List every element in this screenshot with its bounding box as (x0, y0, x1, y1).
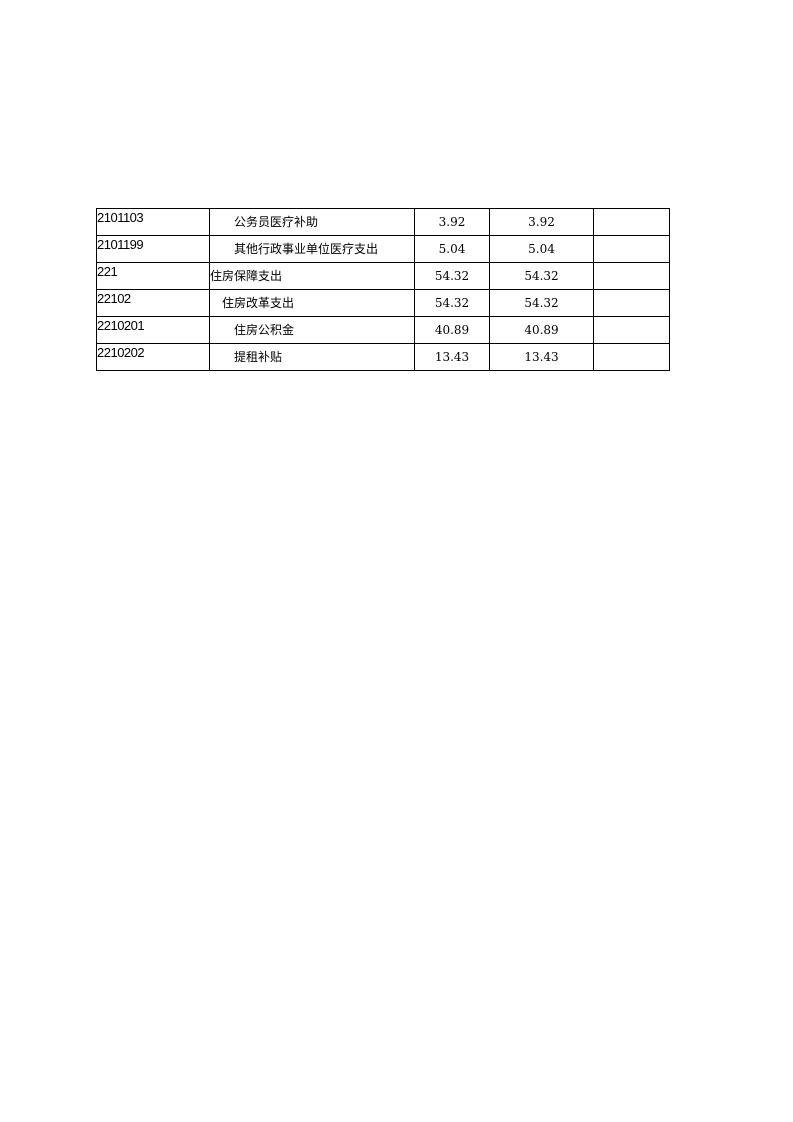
value-cell: 40.89 (489, 316, 594, 344)
name-cell: 公务员医疗补助 (209, 208, 415, 236)
value-cell: 3.92 (489, 208, 594, 236)
value-cell: 54.32 (489, 262, 594, 290)
code-cell: 2210202 (96, 343, 210, 371)
table-row: 221 住房保障支出 54.32 54.32 (96, 262, 670, 290)
value-cell: 40.89 (414, 316, 490, 344)
table-row: 2101103 公务员医疗补助 3.92 3.92 (96, 208, 670, 236)
code-cell: 2101199 (96, 235, 210, 263)
table-row: 22102 住房改革支出 54.32 54.32 (96, 289, 670, 317)
code-cell: 2210201 (96, 316, 210, 344)
empty-cell (593, 235, 670, 263)
budget-table: 2101103 公务员医疗补助 3.92 3.92 2101199 其他行政事业单位医疗支… (96, 208, 670, 371)
value-cell: 13.43 (414, 343, 490, 371)
table-row: 2210201 住房公积金 40.89 40.89 (96, 316, 670, 344)
code-cell: 2101103 (96, 208, 210, 236)
name-cell: 其他行政事业单位医疗支出 (209, 235, 415, 263)
empty-cell (593, 289, 670, 317)
table-row: 2101199 其他行政事业单位医疗支出 5.04 5.04 (96, 235, 670, 263)
empty-cell (593, 316, 670, 344)
code-cell: 22102 (96, 289, 210, 317)
name-cell: 住房公积金 (209, 316, 415, 344)
empty-cell (593, 343, 670, 371)
value-cell: 5.04 (414, 235, 490, 263)
empty-cell (593, 262, 670, 290)
code-cell: 221 (96, 262, 210, 290)
value-cell: 54.32 (414, 289, 490, 317)
value-cell: 3.92 (414, 208, 490, 236)
empty-cell (593, 208, 670, 236)
value-cell: 13.43 (489, 343, 594, 371)
value-cell: 5.04 (489, 235, 594, 263)
table-row: 2210202 提租补贴 13.43 13.43 (96, 343, 670, 371)
name-cell: 住房改革支出 (209, 289, 415, 317)
value-cell: 54.32 (414, 262, 490, 290)
value-cell: 54.32 (489, 289, 594, 317)
name-cell: 住房保障支出 (209, 262, 415, 290)
name-cell: 提租补贴 (209, 343, 415, 371)
